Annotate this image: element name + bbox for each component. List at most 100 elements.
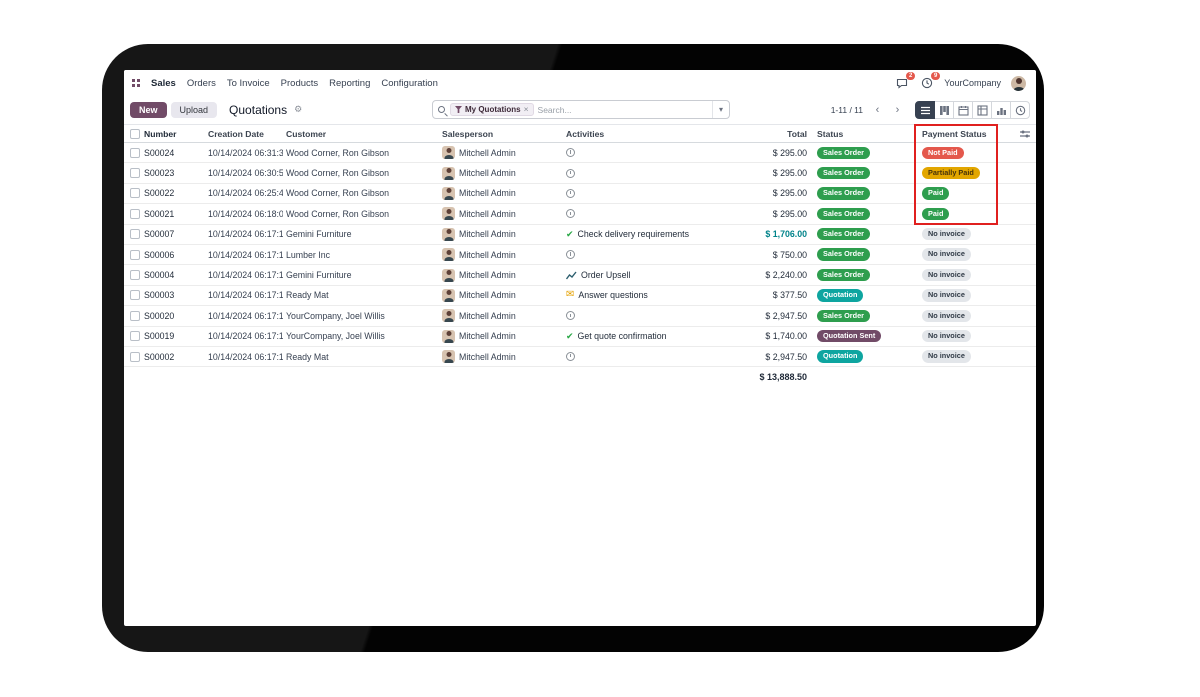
status-badge: Quotation Sent bbox=[817, 330, 882, 343]
table-row[interactable]: S00019 10/14/2024 06:17:15 YourCompany, … bbox=[124, 326, 1036, 347]
status-badge: Sales Order bbox=[817, 166, 870, 180]
check-activity-icon: ✔ bbox=[566, 330, 574, 341]
table-row[interactable]: S00020 10/14/2024 06:17:15 YourCompany, … bbox=[124, 306, 1036, 327]
row-checkbox[interactable] bbox=[130, 168, 140, 179]
table-row[interactable]: S00021 10/14/2024 06:18:02 Wood Corner, … bbox=[124, 204, 1036, 225]
clock-activity-icon bbox=[566, 148, 575, 158]
table-row[interactable]: S00006 10/14/2024 06:17:15 Lumber Inc Mi… bbox=[124, 244, 1036, 266]
view-switcher-pivot-icon[interactable] bbox=[972, 101, 992, 119]
cell-activities[interactable]: ✔ ✉ bbox=[563, 188, 713, 198]
salesperson-name: Mitchell Admin bbox=[459, 351, 516, 362]
row-checkbox[interactable] bbox=[130, 147, 140, 158]
row-checkbox[interactable] bbox=[130, 188, 140, 199]
row-checkbox[interactable] bbox=[130, 290, 140, 301]
header-salesperson[interactable]: Salesperson bbox=[442, 128, 494, 139]
header-total[interactable]: Total bbox=[787, 128, 807, 139]
cell-number: S00023 bbox=[144, 168, 175, 179]
select-all-checkbox[interactable] bbox=[130, 128, 140, 139]
table-row[interactable]: S00022 10/14/2024 06:25:43 Wood Corner, … bbox=[124, 183, 1036, 205]
salesperson-name: Mitchell Admin bbox=[459, 331, 516, 342]
cell-customer: Wood Corner, Ron Gibson bbox=[286, 208, 390, 219]
salesperson-avatar bbox=[442, 329, 455, 343]
header-payment-status[interactable]: Payment Status bbox=[922, 128, 987, 139]
row-checkbox[interactable] bbox=[130, 208, 140, 219]
cell-activities[interactable]: ✔ ✉ bbox=[563, 209, 713, 219]
row-checkbox[interactable] bbox=[130, 351, 140, 362]
table-header: Number Creation Date Customer Salesperso… bbox=[124, 124, 1036, 143]
cell-total: $ 750.00 bbox=[772, 249, 807, 260]
table-row[interactable]: S00002 10/14/2024 06:17:15 Ready Mat Mit… bbox=[124, 346, 1036, 368]
pager-next-icon[interactable]: › bbox=[895, 104, 900, 116]
view-switcher-activity-icon[interactable] bbox=[1010, 101, 1030, 119]
salesperson-avatar bbox=[442, 288, 455, 302]
upload-button[interactable]: Upload bbox=[170, 101, 218, 119]
row-checkbox[interactable] bbox=[130, 249, 140, 260]
cell-salesperson: Mitchell Admin bbox=[439, 166, 563, 180]
app-window: Sales Orders To Invoice Products Reporti… bbox=[124, 70, 1036, 626]
view-switcher-kanban-icon[interactable] bbox=[934, 101, 954, 119]
row-checkbox[interactable] bbox=[130, 229, 140, 240]
salesperson-name: Mitchell Admin bbox=[459, 310, 516, 321]
cell-activities[interactable]: ✔ ✉ bbox=[563, 168, 713, 178]
user-avatar[interactable] bbox=[1011, 75, 1026, 91]
company-switcher[interactable]: YourCompany bbox=[944, 78, 1001, 88]
cell-payment-status: No invoice bbox=[914, 289, 992, 302]
menu-sales[interactable]: Sales bbox=[151, 77, 176, 89]
salesperson-avatar bbox=[442, 207, 455, 221]
cell-customer: Lumber Inc bbox=[286, 249, 331, 260]
cell-payment-status: Paid bbox=[914, 207, 992, 221]
cell-number: S00024 bbox=[144, 147, 175, 158]
search-dropdown-caret-icon[interactable]: ▾ bbox=[712, 101, 729, 118]
cell-activities[interactable]: ✔ ✉ bbox=[563, 311, 713, 321]
table-row[interactable]: S00023 10/14/2024 06:30:55 Wood Corner, … bbox=[124, 163, 1036, 184]
row-checkbox[interactable] bbox=[130, 331, 140, 342]
header-customer[interactable]: Customer bbox=[286, 128, 327, 139]
topbar-menu-item[interactable]: Orders bbox=[186, 77, 216, 89]
topbar-menu-item[interactable]: To Invoice bbox=[226, 77, 270, 89]
cell-activities[interactable]: ✔ ✉ Check delivery requirements bbox=[563, 229, 713, 240]
cell-number: S00021 bbox=[144, 208, 175, 219]
cell-creation-date: 10/14/2024 06:17:15 bbox=[208, 249, 283, 260]
table-row[interactable]: S00003 10/14/2024 06:17:15 Ready Mat Mit… bbox=[124, 285, 1036, 307]
new-button[interactable]: New bbox=[130, 101, 167, 119]
optional-columns-icon[interactable] bbox=[1020, 129, 1030, 139]
row-checkbox[interactable] bbox=[130, 270, 140, 281]
table-body: S00024 10/14/2024 06:31:38 Wood Corner, … bbox=[124, 143, 1036, 368]
view-switcher-calendar-icon[interactable] bbox=[953, 101, 973, 119]
search-input[interactable] bbox=[533, 104, 712, 115]
cell-number: S00022 bbox=[144, 188, 175, 199]
apps-grid-icon[interactable] bbox=[132, 79, 140, 87]
cell-activities[interactable]: ✔ ✉ bbox=[563, 250, 713, 260]
header-activities[interactable]: Activities bbox=[566, 128, 605, 139]
cell-activities[interactable]: ✔ ✉ Get quote confirmation bbox=[563, 331, 713, 342]
cell-activities[interactable]: ✔ ✉ bbox=[563, 148, 713, 158]
cell-activities[interactable]: ✔ ✉ bbox=[563, 352, 713, 362]
topbar-menu-item[interactable]: Products bbox=[280, 77, 319, 89]
view-switcher-list-icon[interactable] bbox=[915, 101, 935, 119]
view-switcher-graph-icon[interactable] bbox=[991, 101, 1011, 119]
cell-activities[interactable]: ✔ ✉ Answer questions bbox=[563, 290, 713, 300]
actions-gear-icon[interactable]: ⚙ bbox=[294, 104, 303, 115]
table-row[interactable]: S00004 10/14/2024 06:17:15 Gemini Furnit… bbox=[124, 265, 1036, 286]
row-checkbox[interactable] bbox=[130, 310, 140, 321]
header-status[interactable]: Status bbox=[817, 128, 844, 139]
search-facet[interactable]: My Quotations × bbox=[450, 103, 534, 116]
status-badge: Sales Order bbox=[817, 228, 870, 241]
topbar-menu-item[interactable]: Configuration bbox=[381, 77, 438, 89]
cell-number: S00004 bbox=[144, 270, 175, 281]
header-creation-date[interactable]: Creation Date bbox=[208, 128, 264, 139]
header-number[interactable]: Number bbox=[144, 128, 177, 139]
table-row[interactable]: S00024 10/14/2024 06:31:38 Wood Corner, … bbox=[124, 143, 1036, 164]
facet-close-icon[interactable]: × bbox=[523, 104, 529, 115]
status-badge: Sales Order bbox=[817, 187, 870, 200]
cell-total: $ 1,740.00 bbox=[765, 331, 807, 342]
activities-clock-icon[interactable]: 9 bbox=[919, 72, 941, 90]
topbar-menu-item[interactable]: Reporting bbox=[329, 77, 371, 89]
salesperson-avatar bbox=[442, 146, 455, 160]
cell-activities[interactable]: ✔ ✉ Order Upsell bbox=[563, 270, 713, 280]
messages-icon[interactable]: 2 bbox=[894, 72, 916, 90]
pager-previous-icon[interactable]: ‹ bbox=[875, 104, 880, 116]
table-row[interactable]: S00007 10/14/2024 06:17:15 Gemini Furnit… bbox=[124, 224, 1036, 245]
payment-status-badge: No invoice bbox=[922, 350, 971, 363]
search-bar[interactable]: My Quotations × ▾ bbox=[432, 100, 730, 119]
